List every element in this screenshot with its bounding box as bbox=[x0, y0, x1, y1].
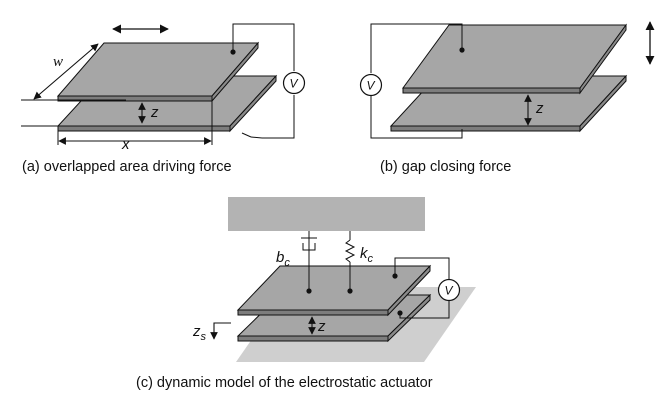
panel-a: V w z x (a) overlapped area driving forc… bbox=[21, 23, 306, 175]
panel-c-label-z: z bbox=[317, 318, 326, 335]
panel-b-caption: (b) gap closing force bbox=[380, 159, 511, 175]
panel-c-label-zs: zs bbox=[192, 323, 207, 343]
panel-b: V z (b) gap closing force bbox=[359, 21, 655, 175]
panel-a-voltmeter: V bbox=[282, 71, 306, 95]
panel-b-upper-plate bbox=[402, 23, 627, 95]
panel-b-circuit bbox=[370, 23, 463, 139]
panel-c-voltmeter: V bbox=[437, 278, 461, 302]
panel-c-label-kc: kc bbox=[360, 245, 374, 265]
panel-a-circuit bbox=[232, 23, 295, 139]
panel-c-contact-dot-upper bbox=[392, 273, 398, 279]
panel-a-contact-dot bbox=[230, 49, 236, 55]
panel-a-label-z: z bbox=[150, 104, 159, 121]
panel-c-damper-dot bbox=[306, 288, 312, 294]
panel-c-caption: (c) dynamic model of the electrostatic a… bbox=[136, 375, 433, 391]
panel-c-spring bbox=[344, 231, 356, 291]
panel-a-caption: (a) overlapped area driving force bbox=[22, 159, 232, 175]
panel-a-w-dimension bbox=[33, 43, 99, 100]
panel-c-upper-plate bbox=[236, 264, 432, 317]
panel-a-label-w: w bbox=[53, 54, 63, 70]
panel-b-contact-dot bbox=[459, 47, 465, 53]
panel-c: V bc kc z zs (c) dynamic model of the el… bbox=[136, 197, 476, 391]
panel-c-zs-axis bbox=[210, 322, 231, 340]
panel-c-label-bc: bc bbox=[276, 249, 290, 269]
panel-b-voltmeter: V bbox=[359, 73, 383, 97]
panel-c-voltmeter-label: V bbox=[445, 284, 454, 298]
panel-a-voltmeter-label: V bbox=[290, 77, 299, 91]
panel-b-label-z: z bbox=[535, 100, 544, 117]
panel-b-voltmeter-label: V bbox=[367, 79, 376, 93]
panel-c-damper bbox=[301, 231, 317, 291]
panel-c-spring-dot bbox=[347, 288, 353, 294]
panel-c-contact-dot-lower bbox=[397, 310, 403, 316]
panel-c-fixed-frame bbox=[228, 197, 425, 231]
panel-a-label-x: x bbox=[121, 136, 130, 153]
